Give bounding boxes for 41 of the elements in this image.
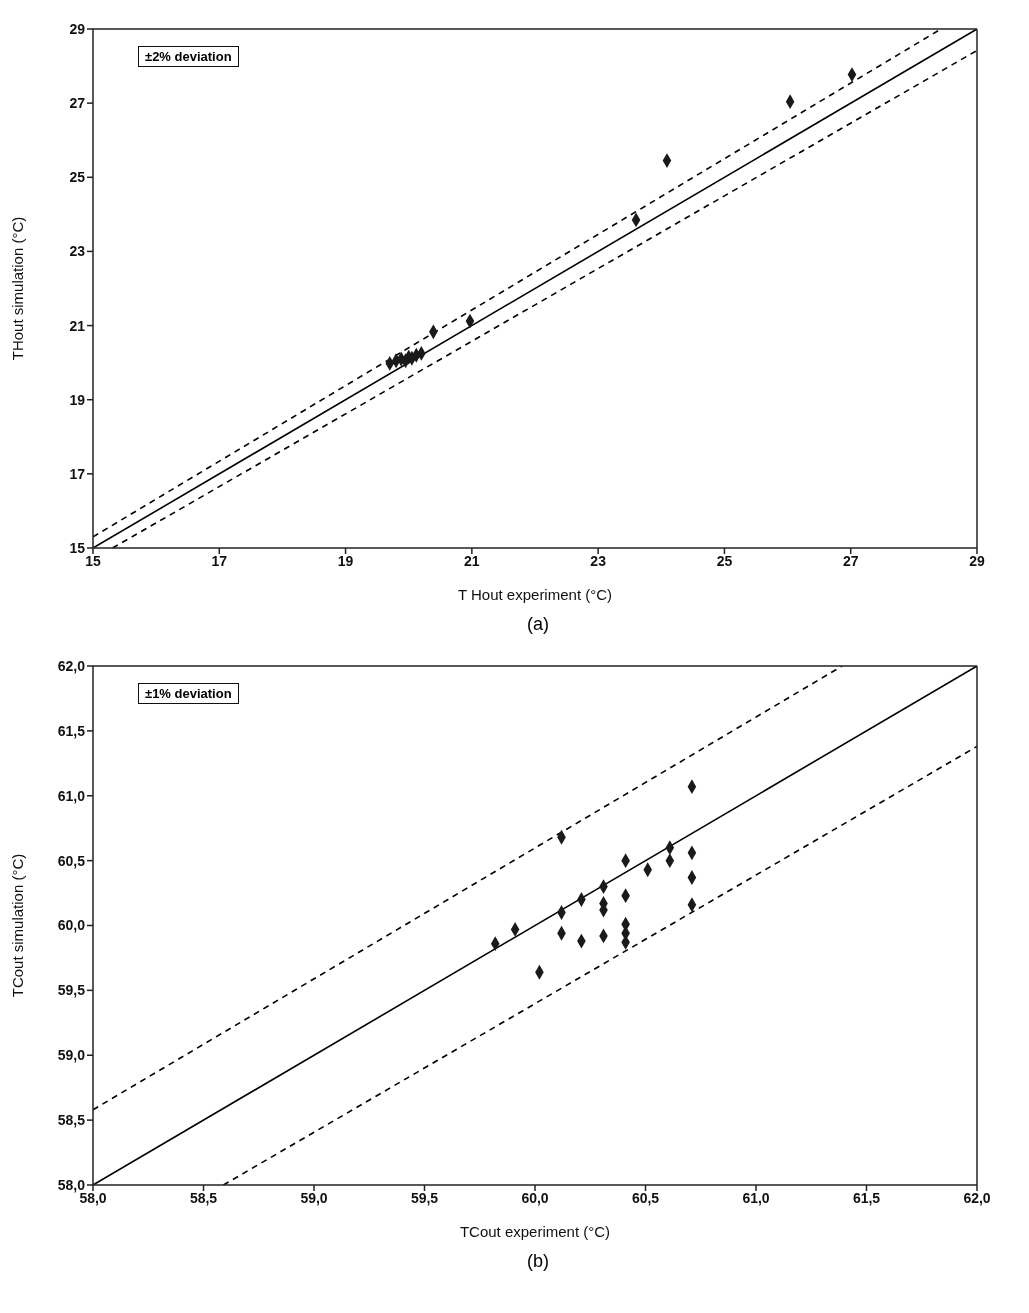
x-tick-label: 15: [85, 552, 101, 569]
text: (a): [526, 614, 550, 635]
y-tick-label: 25: [69, 169, 86, 186]
y-axis-title: THout simulation (°C): [9, 216, 27, 361]
y-tick-label: 29: [69, 20, 86, 37]
y-tick-label: 61,0: [57, 787, 86, 804]
x-axis-title: T Hout experiment (°C): [457, 586, 613, 603]
x-tick-label: 23: [590, 552, 607, 569]
y-tick-label: 62,0: [57, 657, 86, 674]
x-tick-label: 27: [842, 552, 859, 569]
y-tick-label: 60,0: [57, 917, 86, 934]
y-axis-title: TCout simulation (°C): [9, 853, 27, 998]
annotation: ±1% deviation: [138, 683, 239, 704]
annotation: ±2% deviation: [138, 46, 239, 67]
y-tick-label: 17: [69, 465, 86, 482]
x-tick-label: 60,0: [521, 1189, 549, 1206]
x-axis-title: TCout experiment (°C): [459, 1223, 611, 1240]
y-tick-label: 61,5: [57, 722, 86, 739]
x-tick-label: 59,0: [300, 1189, 328, 1206]
x-tick-label: 25: [716, 552, 733, 569]
x-tick-label: 29: [969, 552, 985, 569]
x-tick-label: 58,5: [189, 1189, 218, 1206]
y-tick-label: 58,0: [57, 1176, 86, 1193]
x-tick-label: 61,0: [742, 1189, 770, 1206]
y-tick-label: 15: [69, 539, 86, 556]
x-tick-label: 17: [211, 552, 228, 569]
y-tick-label: 21: [69, 317, 86, 334]
text: (b): [526, 1251, 550, 1272]
x-tick-label: 60,5: [631, 1189, 660, 1206]
x-tick-label: 21: [464, 552, 480, 569]
y-tick-label: 59,5: [57, 982, 86, 999]
y-tick-label: 19: [69, 391, 86, 408]
y-tick-label: 58,5: [57, 1112, 86, 1129]
x-tick-label: 62,0: [963, 1189, 991, 1206]
x-tick-label: 19: [337, 552, 354, 569]
y-tick-label: 23: [69, 243, 86, 260]
y-tick-label: 59,0: [57, 1047, 86, 1064]
y-tick-label: 27: [69, 95, 86, 112]
y-tick-label: 60,5: [57, 852, 86, 869]
x-tick-label: 61,5: [852, 1189, 881, 1206]
x-tick-label: 59,5: [410, 1189, 439, 1206]
